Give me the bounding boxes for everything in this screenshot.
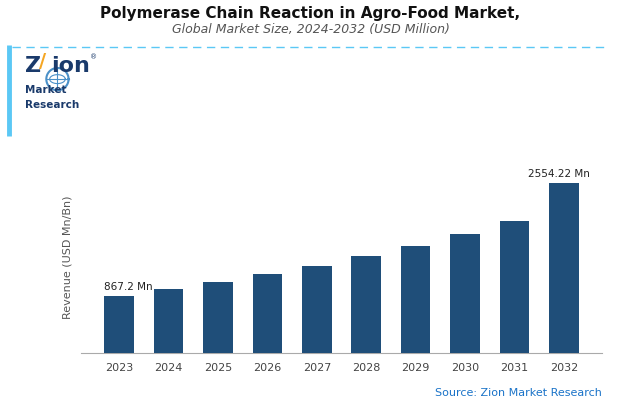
Bar (500, 221, 529, 353)
Bar (154, 289, 183, 353)
Bar (351, 256, 381, 353)
Text: /: / (39, 52, 45, 71)
Text: ®: ® (90, 55, 97, 60)
Text: Z: Z (25, 56, 41, 76)
Text: ion: ion (51, 56, 90, 76)
Bar (450, 234, 480, 353)
Y-axis label: Revenue (USD Mn/Bn): Revenue (USD Mn/Bn) (62, 195, 73, 319)
Text: CAGR :  11.40%: CAGR : 11.40% (60, 385, 176, 398)
Text: 2554.22 Mn: 2554.22 Mn (528, 169, 590, 179)
Text: Market: Market (25, 85, 66, 95)
Bar (549, 183, 579, 353)
Bar (253, 275, 283, 353)
Text: Polymerase Chain Reaction in Agro-Food Market,: Polymerase Chain Reaction in Agro-Food M… (101, 6, 520, 21)
Bar (203, 282, 233, 353)
Text: Source: Zion Market Research: Source: Zion Market Research (435, 388, 602, 397)
Text: 867.2 Mn: 867.2 Mn (104, 282, 153, 292)
Bar (302, 266, 332, 353)
Text: Research: Research (25, 100, 79, 110)
Text: Global Market Size, 2024-2032 (USD Million): Global Market Size, 2024-2032 (USD Milli… (171, 23, 450, 36)
Bar (104, 296, 134, 353)
Bar (401, 245, 430, 353)
